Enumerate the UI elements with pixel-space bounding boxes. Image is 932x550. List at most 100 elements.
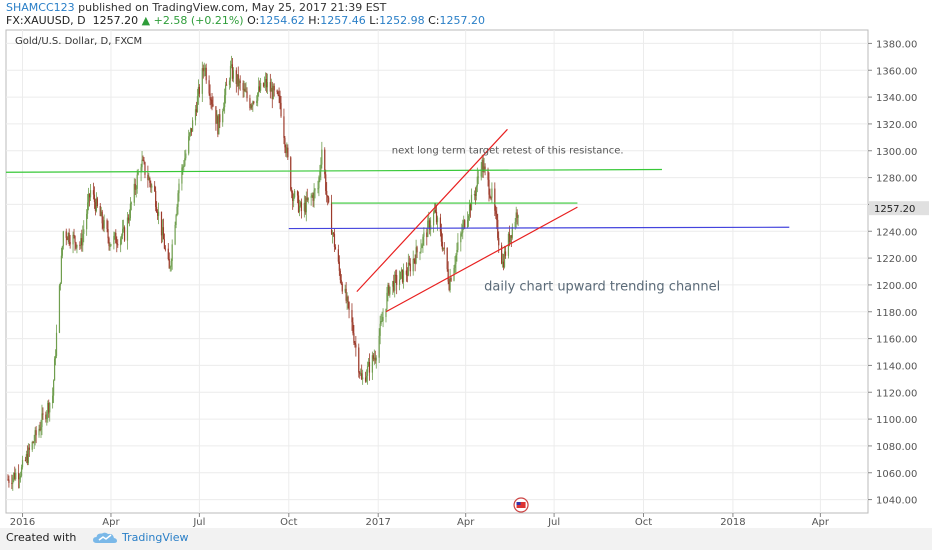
candle-body bbox=[164, 248, 166, 250]
candle-body bbox=[477, 176, 479, 178]
candle-body bbox=[181, 167, 183, 184]
candle-body bbox=[19, 475, 22, 478]
price-chart[interactable]: 1040.00 1060.00 1080.00 1100.00 1120.00 1140.… bbox=[0, 28, 932, 528]
candle-body bbox=[328, 197, 330, 203]
candle-body bbox=[99, 205, 101, 217]
candle-body bbox=[475, 186, 477, 196]
green-trend-line bbox=[5, 168, 662, 173]
candle-body bbox=[62, 231, 64, 247]
candle-body bbox=[467, 216, 470, 220]
candle-body bbox=[87, 202, 89, 214]
candle-body bbox=[177, 193, 179, 207]
quote-line: FX:XAUUSD, D 1257.20 ▲ +2.58 (+0.21%) O:… bbox=[6, 14, 485, 27]
candle-body bbox=[385, 308, 387, 317]
y-tick-label: 1240.00 bbox=[876, 227, 917, 238]
x-tick-label: 2016 bbox=[10, 517, 35, 528]
candle-body bbox=[341, 283, 343, 292]
candle-body bbox=[345, 288, 347, 301]
candle-body bbox=[95, 198, 97, 211]
candle-body bbox=[243, 88, 245, 91]
candle-body bbox=[223, 107, 225, 112]
candle-body bbox=[143, 160, 145, 163]
candle-body bbox=[102, 223, 104, 229]
candle-body bbox=[75, 242, 77, 248]
candle-body bbox=[416, 247, 418, 253]
candle-body bbox=[94, 202, 97, 211]
candles-group bbox=[7, 55, 519, 491]
candle-body bbox=[442, 247, 444, 250]
candle-body bbox=[182, 166, 184, 168]
candle-body bbox=[116, 243, 118, 245]
candle-body bbox=[197, 86, 200, 97]
candle-body bbox=[514, 221, 516, 227]
candle-body bbox=[178, 183, 180, 194]
candle-body bbox=[264, 79, 267, 83]
candle-body bbox=[373, 357, 375, 360]
candle-body bbox=[89, 190, 92, 198]
candle-body bbox=[298, 205, 301, 213]
candle-body bbox=[40, 427, 42, 430]
candle-body bbox=[433, 209, 436, 213]
candle-body bbox=[446, 247, 448, 270]
candle-body bbox=[13, 472, 15, 478]
candle-body bbox=[401, 269, 404, 283]
candle-body bbox=[434, 209, 437, 212]
candle-body bbox=[272, 85, 274, 99]
candle-body bbox=[398, 279, 401, 285]
candle-body bbox=[24, 459, 27, 461]
candle-body bbox=[407, 262, 409, 276]
tradingview-brand[interactable]: TradingView bbox=[122, 531, 189, 544]
candle-body bbox=[212, 104, 214, 107]
candle-body bbox=[414, 259, 416, 264]
candle-body bbox=[487, 169, 489, 180]
candle-body bbox=[359, 372, 361, 375]
candle-body bbox=[334, 246, 337, 250]
us-flag-canton bbox=[516, 502, 521, 505]
candle-body bbox=[284, 137, 286, 148]
candle-body bbox=[127, 217, 130, 221]
x-tick-label: Apr bbox=[812, 517, 830, 528]
candle-body bbox=[419, 252, 421, 254]
candle-body bbox=[217, 116, 219, 135]
candle-body bbox=[296, 191, 299, 196]
candle-body bbox=[194, 109, 197, 121]
candle-body bbox=[80, 238, 82, 245]
candle-body bbox=[488, 179, 490, 195]
candle-body bbox=[92, 190, 95, 195]
chart-area[interactable]: 1040.00 1060.00 1080.00 1100.00 1120.00 1140.… bbox=[0, 28, 932, 528]
candle-body bbox=[249, 98, 251, 109]
candle-body bbox=[501, 261, 504, 264]
candle-body bbox=[81, 238, 83, 246]
candle-body bbox=[265, 79, 268, 88]
annotation-text: next long term target retest of this res… bbox=[392, 145, 624, 156]
candle-body bbox=[463, 220, 465, 225]
candle-body bbox=[517, 215, 519, 218]
tradingview-cloud-icon bbox=[93, 532, 117, 543]
candle-body bbox=[491, 188, 493, 198]
candle-body bbox=[65, 231, 67, 238]
candle-body bbox=[120, 238, 122, 246]
candle-body bbox=[237, 74, 239, 87]
candle-body bbox=[45, 414, 47, 420]
y-tick-label: 1140.00 bbox=[876, 361, 917, 372]
author-link[interactable]: SHAMCC123 bbox=[6, 1, 75, 14]
red-trend-line bbox=[356, 128, 508, 293]
y-tick-label: 1040.00 bbox=[876, 496, 917, 507]
candle-body bbox=[33, 441, 35, 443]
candle-body bbox=[263, 82, 266, 87]
candle-body bbox=[122, 227, 125, 229]
candle-body bbox=[161, 227, 164, 236]
candle-body bbox=[387, 284, 389, 293]
candle-body bbox=[211, 99, 213, 105]
candle-body bbox=[312, 195, 314, 201]
candle-body bbox=[262, 82, 265, 87]
y-tick-label: 1180.00 bbox=[876, 308, 917, 319]
candle-body bbox=[489, 194, 491, 198]
candle-body bbox=[320, 164, 322, 172]
candle-body bbox=[497, 219, 499, 238]
candle-body bbox=[245, 91, 247, 93]
candle-body bbox=[305, 197, 307, 213]
candle-body bbox=[128, 218, 131, 221]
candle-body bbox=[476, 176, 478, 187]
x-tick-label: 2018 bbox=[720, 517, 745, 528]
